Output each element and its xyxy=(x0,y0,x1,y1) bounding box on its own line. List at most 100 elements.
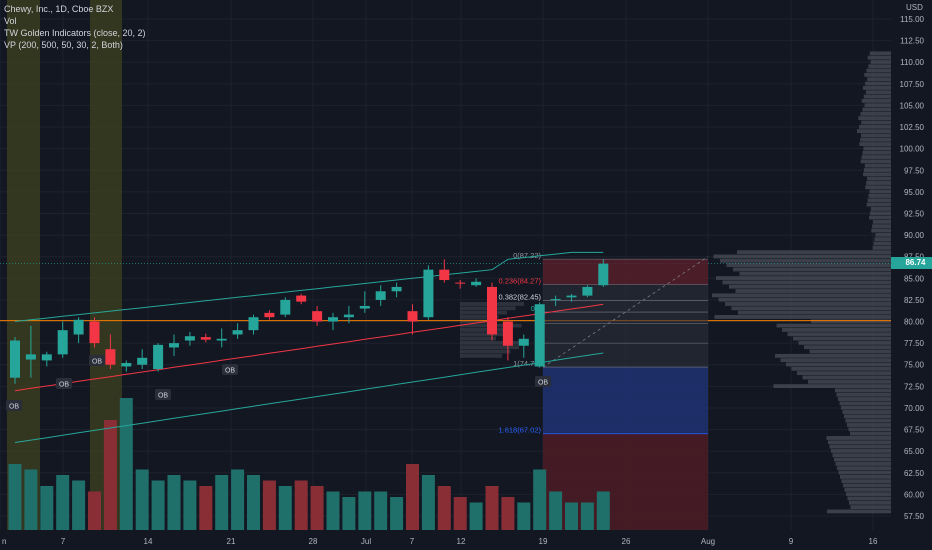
date-tick: 16 xyxy=(869,537,878,546)
volume-bar xyxy=(151,480,165,530)
fib-label: 1(74.73) xyxy=(513,359,541,368)
date-tick: 7 xyxy=(410,537,415,546)
volume-profile-bar xyxy=(872,245,891,250)
price-tick: 105.00 xyxy=(900,101,925,110)
price-axis: 115.00 112.50 110.00 107.50 105.00 102.50 100.… xyxy=(891,0,932,550)
volume-profile-bar xyxy=(870,60,891,64)
volume-profile-bar xyxy=(864,163,891,168)
volume-profile-bar xyxy=(460,336,496,341)
candle xyxy=(121,363,132,367)
price-tick: 67.50 xyxy=(904,426,925,435)
volume-profile-bar xyxy=(838,470,891,475)
current-price-label: 86.74 xyxy=(899,257,932,269)
date-tick: 19 xyxy=(539,537,548,546)
volume-profile-indicator[interactable]: VP (200, 500, 50, 30, 2, Both) xyxy=(4,40,123,50)
volume-profile-bar xyxy=(863,94,891,99)
candle xyxy=(73,319,84,335)
price-tick: 65.00 xyxy=(904,447,925,456)
volume-bar xyxy=(517,502,531,530)
volume-profile-bar xyxy=(782,328,891,332)
ob-label: OB xyxy=(158,393,168,400)
volume-bar xyxy=(8,464,22,530)
volume-profile-bar xyxy=(834,457,891,462)
date-tick: 7 xyxy=(61,537,66,546)
candle xyxy=(57,330,68,355)
volume-profile-bar xyxy=(787,332,891,337)
volume-profile-bar xyxy=(802,375,891,380)
volume-profile-bar xyxy=(844,414,891,419)
ob-label: OB xyxy=(59,382,69,389)
candle xyxy=(502,321,513,346)
ob-label: OB xyxy=(9,404,19,411)
volume-profile-bar xyxy=(842,410,891,414)
candles[interactable] xyxy=(10,259,609,384)
volume-profile-bar xyxy=(867,198,891,203)
volume-profile-bar xyxy=(863,168,891,172)
volume-profile-bar xyxy=(849,500,891,505)
volume-bar xyxy=(310,486,324,530)
volume-profile-bar xyxy=(873,219,891,224)
volume-bar xyxy=(549,491,563,530)
price-marker xyxy=(891,257,899,269)
chart-legend: Chewy, Inc., 1D, Cboe BZX Vol TW Golden … xyxy=(4,3,146,51)
volume-profile-bar xyxy=(826,436,891,440)
ob-label: OB xyxy=(92,359,102,366)
golden-indicator[interactable]: TW Golden Indicators (close, 20, 2) xyxy=(4,28,146,38)
volume-profile-bar xyxy=(868,64,891,69)
volume-bar xyxy=(135,469,149,530)
volume-profile-bar xyxy=(460,340,528,345)
volume-profile-bar xyxy=(835,388,891,393)
volume-bar xyxy=(580,502,594,530)
volume-bar xyxy=(469,502,483,530)
volume-bar xyxy=(565,502,578,530)
ob-marker xyxy=(155,389,171,400)
volume-profile-bar xyxy=(797,371,891,376)
volume-profile-bar xyxy=(860,159,891,164)
price-tick: 97.50 xyxy=(904,166,925,175)
volume-profile-bar xyxy=(869,215,891,220)
volume-profile-bar xyxy=(848,427,891,432)
price-tick: 75.00 xyxy=(904,361,925,370)
symbol-title[interactable]: Chewy, Inc., 1D, Cboe BZX xyxy=(4,4,114,14)
date-tick: n xyxy=(2,537,6,546)
volume-profile-bar xyxy=(737,250,891,255)
volume-profile-bar xyxy=(725,302,891,306)
volume-bar xyxy=(374,491,388,530)
price-tick: 62.50 xyxy=(904,469,925,478)
volume-bar xyxy=(262,480,276,530)
volume-profile-bar xyxy=(845,418,891,423)
highlight-zone xyxy=(7,0,40,530)
volume-profile-bar xyxy=(850,431,891,436)
volume-profile-bar xyxy=(460,349,511,354)
candle xyxy=(200,337,211,340)
candle xyxy=(518,338,529,346)
candle xyxy=(232,330,243,335)
fib-zone-top xyxy=(543,259,708,285)
candle xyxy=(105,349,116,365)
volume-bar xyxy=(485,486,499,530)
volume-profile-bar xyxy=(841,405,891,410)
volume-profile-bar xyxy=(867,77,891,82)
fib-zone-blue xyxy=(543,367,708,434)
volume-profile-bar xyxy=(865,81,891,86)
volume-bar xyxy=(533,469,547,530)
price-tick: 77.50 xyxy=(904,339,925,348)
volume-profile-bar xyxy=(841,479,891,484)
candle xyxy=(550,299,561,301)
volume-profile-bar xyxy=(866,181,891,185)
candle xyxy=(534,304,545,367)
volume-profile-bar xyxy=(811,319,891,324)
volume-profile-bar xyxy=(865,185,891,190)
volume-profile-bar xyxy=(731,306,891,311)
volume-profile-bar xyxy=(726,263,891,267)
ob-marker xyxy=(56,378,72,389)
volume-profile-bar xyxy=(460,328,513,332)
volume-bar xyxy=(231,469,245,530)
volume-indicator[interactable]: Vol xyxy=(4,16,17,26)
volume-profile-bar xyxy=(722,280,891,285)
candle xyxy=(248,317,259,331)
volume-profile-bar xyxy=(808,379,891,384)
price-tick: 115.00 xyxy=(900,15,924,24)
volume-profile-bar xyxy=(460,332,505,337)
